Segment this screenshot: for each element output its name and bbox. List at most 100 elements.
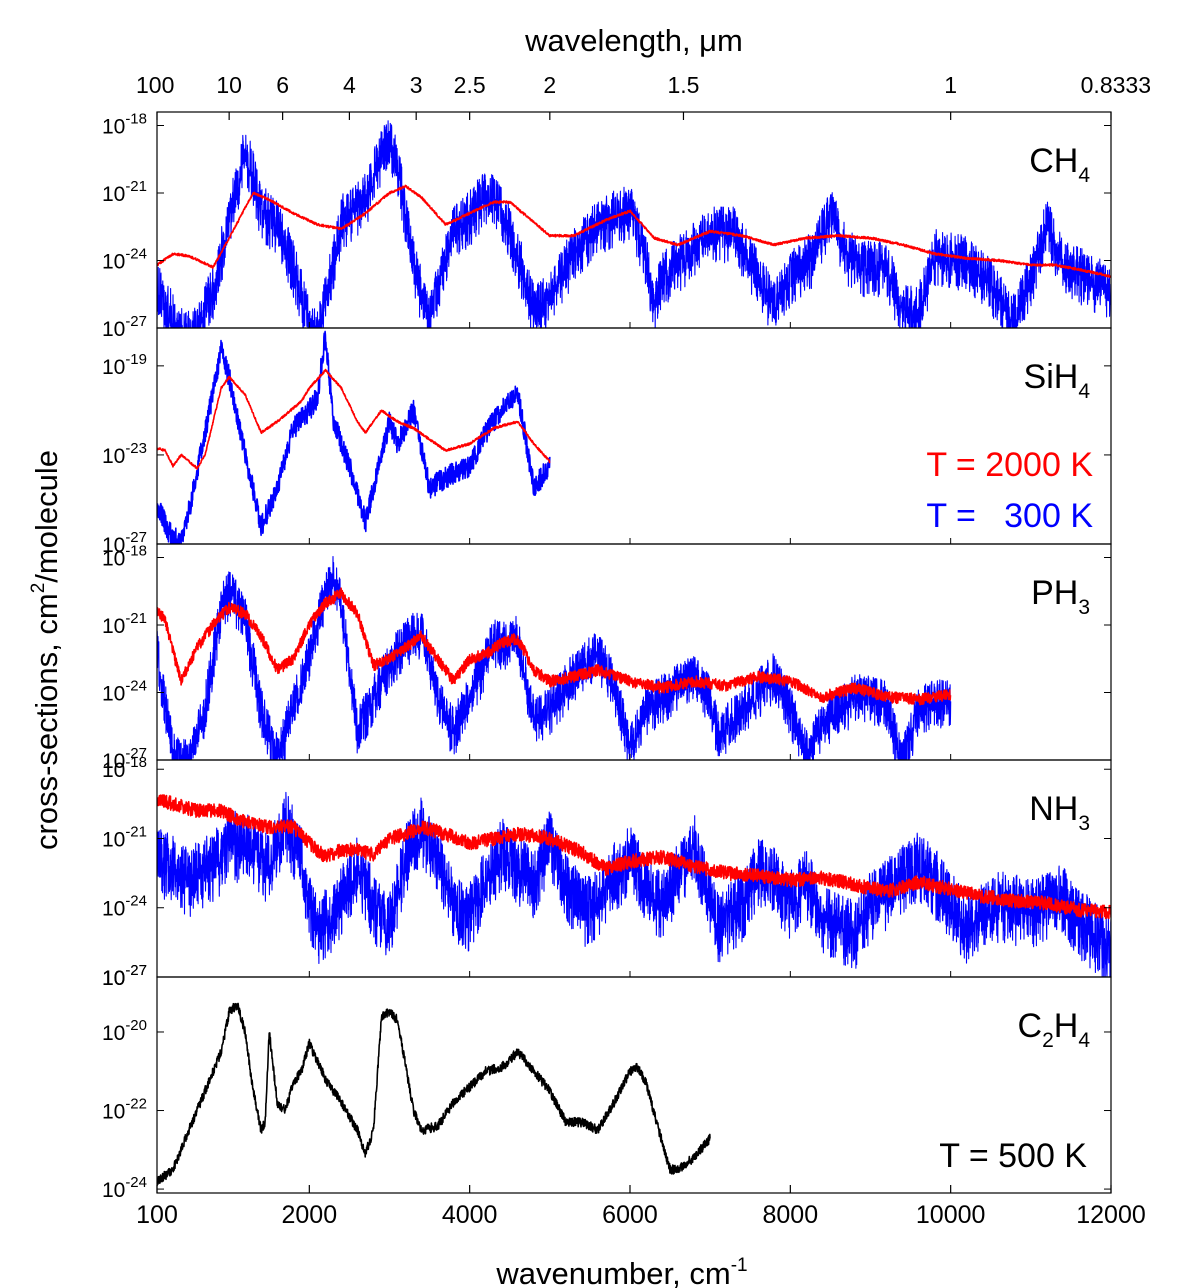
molecule-label: SiH4 <box>1024 358 1091 403</box>
y-tick-label: 10-24 <box>102 1174 147 1202</box>
x-axis-title: wavenumber, cm-1 <box>495 1255 747 1288</box>
y-tick-label: 10-18 <box>102 111 147 139</box>
y-tick-exp: -21 <box>125 610 147 627</box>
top-tick-label: 6 <box>276 72 289 98</box>
molecule-base: SiH <box>1024 358 1079 396</box>
molecule-prefix: C <box>1018 1007 1043 1045</box>
molecule-subscript: 4 <box>1078 164 1090 187</box>
y-tick-exp: -27 <box>125 745 147 762</box>
y-tick-exp: -27 <box>125 313 147 330</box>
y-tick-base: 10 <box>102 1179 125 1202</box>
y-tick-label: 10-27 <box>102 529 147 557</box>
y-tick-exp: -21 <box>125 178 147 195</box>
series-line-hot <box>157 368 551 470</box>
y-tick-base: 10 <box>102 356 125 379</box>
x-tick-label: 4000 <box>442 1201 498 1229</box>
top-tick-label: 0.8333 <box>1081 72 1151 98</box>
molecule-base: H <box>1054 1007 1079 1045</box>
series-line-cold <box>157 330 551 544</box>
molecule-label: NH3 <box>1029 790 1090 835</box>
axes-layer: 100 2000 4000 6000 8000 10000 12000 100 10 6 4 3 2.5… <box>136 72 1151 1229</box>
y-tick-base: 10 <box>102 750 125 773</box>
y-tick-base: 10 <box>102 967 125 990</box>
top-tick-label: 2 <box>543 72 556 98</box>
molecule-base: CH <box>1029 142 1078 180</box>
molecule-base: PH <box>1031 574 1078 612</box>
top-tick-label: 3 <box>410 72 423 98</box>
series-group <box>157 555 952 760</box>
y-tick-label: 10-21 <box>102 178 147 206</box>
y-tick-label: 10-24 <box>102 678 147 706</box>
legend-cold: T = 300 K <box>926 497 1093 535</box>
y-tick-exp: -24 <box>125 678 147 695</box>
molecule-label: C2H4 <box>1018 1007 1091 1052</box>
top-tick-label: 10 <box>216 72 242 98</box>
panel-frame <box>156 976 1112 1194</box>
top-axis-title: wavelength, μm <box>524 23 743 58</box>
y-tick-label: 10-24 <box>102 893 147 921</box>
y-tick-label: 10-27 <box>102 313 147 341</box>
molecule-subscript: 4 <box>1078 1029 1090 1052</box>
y-axis-title-sup: 2 <box>28 583 49 594</box>
y-tick-exp: -20 <box>125 1017 147 1034</box>
y-tick-exp: -27 <box>125 529 147 546</box>
x-tick-label: 10000 <box>916 1201 986 1229</box>
y-tick-exp: -27 <box>125 962 147 979</box>
x-axis-title-main: wavenumber, cm <box>495 1256 730 1288</box>
top-tick-label: 1.5 <box>667 72 699 98</box>
x-tick-label: 2000 <box>282 1201 338 1229</box>
x-tick-label: 6000 <box>602 1201 658 1229</box>
series-line-cold <box>157 791 1111 977</box>
y-tick-exp: -22 <box>125 1096 147 1113</box>
x-tick-label: 8000 <box>763 1201 819 1229</box>
y-axis-title-post: /molecule <box>29 450 64 583</box>
y-tick-label: 10-18 <box>102 754 147 782</box>
y-axis-title-pre: cross-sections, cm <box>29 593 64 850</box>
series-group <box>157 791 1111 977</box>
y-tick-base: 10 <box>102 534 125 557</box>
y-tick-exp: -21 <box>125 823 147 840</box>
molecule-label: CH4 <box>1029 142 1090 187</box>
series-line-hot <box>157 794 1111 920</box>
y-tick-base: 10 <box>102 683 125 706</box>
y-tick-label: 10-27 <box>102 745 147 773</box>
y-tick-label: 10-20 <box>102 1017 147 1045</box>
x-tick-label: 12000 <box>1076 1201 1146 1229</box>
y-tick-base: 10 <box>102 251 125 274</box>
y-tick-exp: -18 <box>125 754 147 771</box>
y-tick-base: 10 <box>102 183 125 206</box>
y-tick-base: 10 <box>102 615 125 638</box>
series-line-main <box>157 1002 711 1186</box>
molecule-base: NH <box>1029 790 1078 828</box>
molecule-subscript: 3 <box>1078 596 1090 619</box>
series-group <box>157 120 1111 328</box>
molecule-subscript: 4 <box>1078 380 1090 403</box>
top-tick-label: 1 <box>944 72 957 98</box>
y-tick-base: 10 <box>102 116 125 139</box>
y-tick-label: 10-23 <box>102 440 147 468</box>
y-tick-base: 10 <box>102 445 125 468</box>
y-tick-exp: -18 <box>125 111 147 128</box>
y-tick-label: 10-21 <box>102 610 147 638</box>
molecule-prefix-sub: 2 <box>1042 1029 1054 1052</box>
y-tick-base: 10 <box>102 1101 125 1124</box>
series-line-cold <box>157 120 1111 328</box>
x-tick-label: 100 <box>136 1201 178 1229</box>
x-axis-title-sup: -1 <box>731 1255 748 1276</box>
y-tick-label: 10-18 <box>102 543 147 571</box>
series-line-hot <box>157 184 1111 278</box>
y-tick-exp: -24 <box>125 246 147 263</box>
molecule-subscript: 3 <box>1078 812 1090 835</box>
temperature-annotation: T = 500 K <box>939 1137 1087 1175</box>
y-tick-exp: -24 <box>125 893 147 910</box>
y-tick-exp: -23 <box>125 440 147 457</box>
y-tick-base: 10 <box>102 967 125 990</box>
y-tick-base: 10 <box>102 759 125 782</box>
y-tick-label: 10-27 <box>102 962 147 990</box>
molecule-label: PH3 <box>1031 574 1090 619</box>
